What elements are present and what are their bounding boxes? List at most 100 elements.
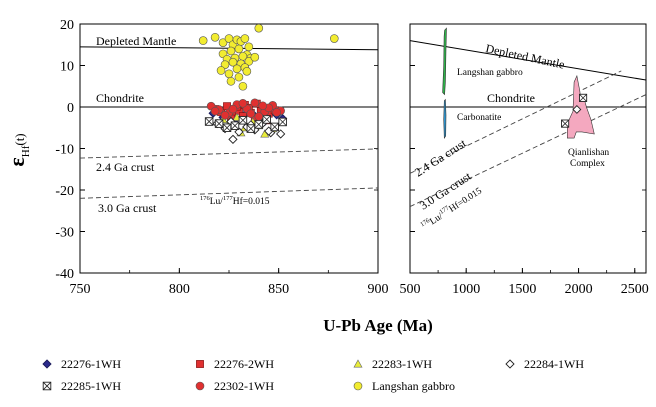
- data-point: [238, 116, 248, 125]
- legend: 22276-1WH 22276-2WH 22283-1WH 22284-1WH 2228…: [42, 357, 584, 393]
- reference-line-2-4-ga-crust: [410, 70, 622, 174]
- data-point: [254, 23, 264, 33]
- legend-entry: 22283-1WH: [353, 357, 432, 371]
- legend-label: 22285-1WH: [61, 379, 121, 393]
- reference-line-3-0-ga-crust: [410, 94, 646, 208]
- x-tick-label: 1000: [452, 282, 480, 297]
- data-point: [250, 98, 260, 108]
- field-label: Qianlishan Complex: [568, 148, 609, 169]
- data-point: [238, 81, 248, 91]
- data-point: [258, 101, 268, 111]
- data-point: [278, 117, 287, 127]
- data-point: [244, 42, 254, 52]
- data-point: [240, 34, 250, 43]
- legend-label: 22302-1WH: [214, 379, 274, 393]
- data-point: [276, 129, 286, 139]
- legend-label: 22276-1WH: [61, 357, 121, 371]
- field-label: Langshan gabbro: [457, 68, 523, 78]
- legend-label: Langshan gabbro: [372, 379, 455, 393]
- data-point: [234, 44, 244, 54]
- legend-entry: 22276-2WH: [196, 357, 274, 371]
- x-tick-label: 750: [70, 282, 91, 297]
- legend-label: 22276-2WH: [214, 357, 274, 371]
- series-langshan-gabbro: [198, 23, 339, 91]
- legend-entry: Langshan gabbro: [353, 379, 455, 393]
- legend-entry: 22284-1WH: [505, 357, 584, 371]
- x-tick-label: 2500: [621, 282, 649, 297]
- legend-marker: [353, 381, 363, 391]
- legend-marker: [42, 381, 52, 391]
- data-point: [270, 122, 279, 132]
- data-point: [234, 127, 244, 137]
- data-point: [226, 76, 236, 86]
- data-point: [220, 111, 230, 120]
- data-point: [250, 52, 260, 62]
- x-tick-label: 2000: [565, 282, 593, 297]
- y-tick-label: 0: [67, 101, 74, 116]
- data-point: [238, 98, 248, 108]
- legend-label: 22284-1WH: [524, 357, 584, 371]
- data-point: [254, 112, 264, 121]
- data-point: [226, 46, 236, 56]
- data-point: [272, 108, 281, 117]
- data-point: [230, 121, 240, 130]
- y-tick-label: -20: [55, 184, 74, 199]
- data-point: [329, 34, 339, 43]
- legend-marker: [42, 359, 52, 369]
- y-tick-label: -40: [55, 267, 74, 282]
- data-point: [246, 109, 256, 118]
- y-axis-title: εHf(t): [4, 133, 32, 166]
- data-point: [210, 32, 220, 42]
- x-tick-label: 1500: [508, 282, 536, 297]
- field-carbonatite: [443, 98, 447, 140]
- data-point: [244, 57, 254, 66]
- data-point: [222, 123, 232, 132]
- reference-line-label: Chondrite: [96, 91, 144, 105]
- data-point: [204, 117, 214, 126]
- reference-line-label: 3.0 Ga crust: [98, 201, 157, 215]
- x-tick-label: 850: [268, 282, 289, 297]
- legend-marker: [196, 360, 204, 368]
- reference-line-label: 2.4 Ga crust: [96, 160, 155, 174]
- legend-entry: 22276-1WH: [42, 357, 121, 371]
- data-point: [228, 104, 238, 114]
- reference-line-label: Depleted Mantle: [96, 34, 176, 48]
- data-point: [228, 134, 238, 145]
- data-point: [579, 93, 588, 102]
- reference-line-2-4-ga-crust: [80, 148, 378, 159]
- series-22285-1wh: [204, 115, 287, 133]
- data-point: [216, 66, 226, 75]
- data-point: [232, 64, 242, 74]
- field-langshan-gabbro: [442, 27, 447, 96]
- x-tick-label: 500: [400, 282, 421, 297]
- left-chart: 750 800 850 900 20 10 0 -10 -20 -30 -40 Depleted Ma…: [4, 18, 389, 297]
- data-point: [218, 38, 228, 47]
- series-22302-1wh: [206, 98, 285, 121]
- legend-entry: 22285-1WH: [42, 379, 121, 393]
- y-tick-label: -30: [55, 226, 74, 241]
- data-point: [224, 69, 234, 79]
- data-point: [254, 120, 264, 129]
- legend-entry: 22302-1WH: [195, 379, 274, 393]
- x-tick-label: 900: [368, 282, 389, 297]
- data-point: [210, 106, 220, 116]
- legend-marker: [195, 381, 205, 391]
- field-label: Carbonatite: [457, 113, 501, 123]
- data-point: [561, 119, 570, 128]
- data-point: [242, 67, 252, 76]
- data-point: [198, 36, 208, 45]
- y-tick-label: 20: [60, 18, 74, 33]
- data-point: [262, 115, 271, 124]
- data-point: [572, 105, 582, 114]
- data-point: [234, 72, 244, 82]
- x-axis-title: U-Pb Age (Ma): [323, 316, 433, 335]
- legend-marker: [505, 359, 515, 369]
- data-point: [214, 119, 224, 128]
- reference-line-label: Chondrite: [487, 91, 535, 105]
- y-tick-label: 10: [60, 60, 74, 75]
- data-point: [246, 124, 256, 133]
- x-tick-label: 800: [169, 282, 190, 297]
- lu-hf-annotation: 176Lu/177Hf=0.015: [200, 195, 270, 207]
